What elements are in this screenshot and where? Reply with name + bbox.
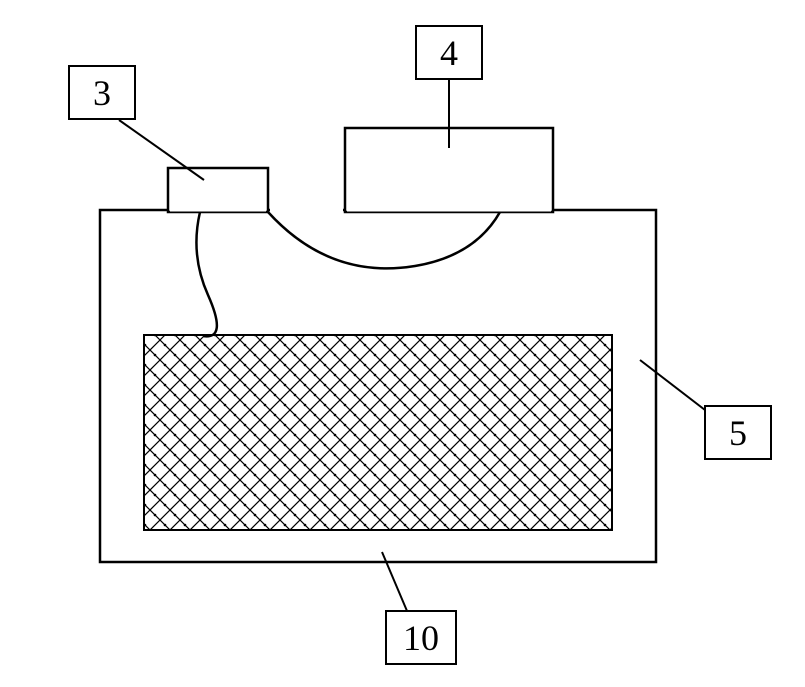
label-box-4: 4 (415, 25, 483, 80)
label-4-text: 4 (440, 32, 458, 74)
label-box-5: 5 (704, 405, 772, 460)
label-box-3: 3 (68, 65, 136, 120)
small-top-block (168, 168, 268, 212)
label-10-text: 10 (403, 617, 439, 659)
label-5-text: 5 (729, 412, 747, 454)
curved-wire (196, 212, 216, 336)
curved-dip (268, 212, 500, 268)
technical-diagram: 3 4 5 10 (0, 0, 805, 682)
label-3-text: 3 (93, 72, 111, 114)
label-box-10: 10 (385, 610, 457, 665)
hatched-region (144, 335, 612, 530)
leader-line-3 (119, 120, 204, 180)
